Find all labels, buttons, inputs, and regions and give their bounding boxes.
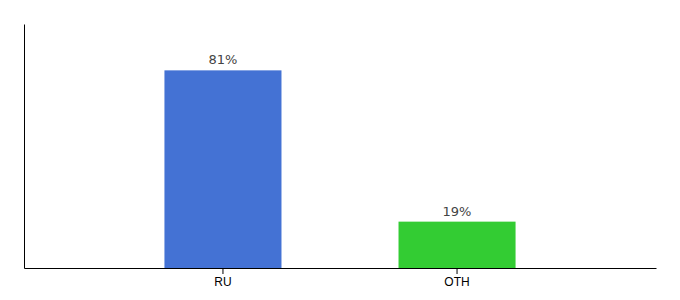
data-labels: 81% 19% [209, 52, 472, 218]
y-axis [24, 25, 25, 269]
bar [164, 70, 281, 268]
data-label: 81% [209, 52, 238, 67]
x-axis-line [25, 268, 657, 269]
y-axis-line [24, 25, 25, 269]
x-tick-label: OTH [444, 275, 469, 289]
chart-container: 81% 19% RU OTH [0, 0, 680, 300]
bar [399, 222, 516, 268]
chart-svg: 81% 19% RU OTH [0, 0, 680, 300]
x-tick: OTH [444, 268, 469, 289]
plot: 81% 19% RU OTH [25, 25, 657, 289]
x-axis: RU OTH [25, 268, 657, 289]
data-label: 19% [443, 204, 472, 219]
x-tick-mark [222, 268, 223, 274]
x-tick-mark [457, 268, 458, 274]
bars [164, 70, 515, 268]
x-tick: RU [214, 268, 231, 289]
x-tick-label: RU [214, 275, 231, 289]
